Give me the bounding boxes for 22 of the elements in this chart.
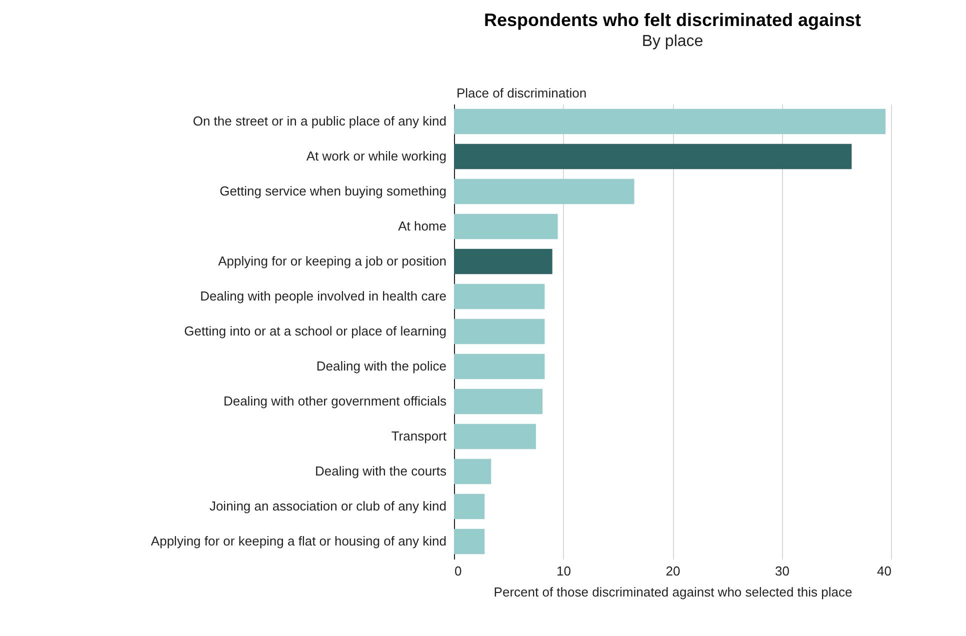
x-tick-label: 20 bbox=[666, 564, 680, 578]
y-tick-label: Getting into or at a school or place of learning bbox=[184, 324, 446, 338]
y-tick-label: Dealing with other government officials bbox=[223, 394, 447, 408]
y-tick-label: Dealing with the police bbox=[316, 358, 446, 374]
x-tick-label: 10 bbox=[556, 564, 571, 578]
y-tick-label: Dealing with the courts bbox=[314, 464, 447, 478]
y-tick-label: Applying for or keeping a flat or housing of any kind bbox=[150, 534, 446, 548]
y-tick-label: At work or while working bbox=[306, 148, 446, 164]
y-tick-label: Dealing with people involved in health care bbox=[200, 288, 446, 304]
y-axis-title: Place of discrimination bbox=[456, 86, 587, 100]
chart-subtitle: By place bbox=[642, 33, 704, 50]
chart-title: Respondents who felt discriminated against bbox=[484, 10, 862, 30]
y-tick-label: Transport bbox=[391, 428, 447, 444]
x-axis-title: Percent of those discriminated against who selected this place bbox=[494, 584, 852, 600]
y-tick-label: At home bbox=[398, 218, 446, 234]
y-tick-label: Getting service when buying something bbox=[220, 184, 446, 198]
y-tick-label: Joining an association or club of any kind bbox=[209, 498, 446, 514]
x-tick-label: 0 bbox=[454, 564, 462, 578]
y-tick-label: On the street or in a public place of any kind bbox=[192, 114, 446, 128]
x-tick-label: 40 bbox=[877, 564, 892, 578]
y-tick-label: Applying for or keeping a job or position bbox=[218, 254, 446, 268]
x-tick-label: 30 bbox=[775, 564, 790, 578]
